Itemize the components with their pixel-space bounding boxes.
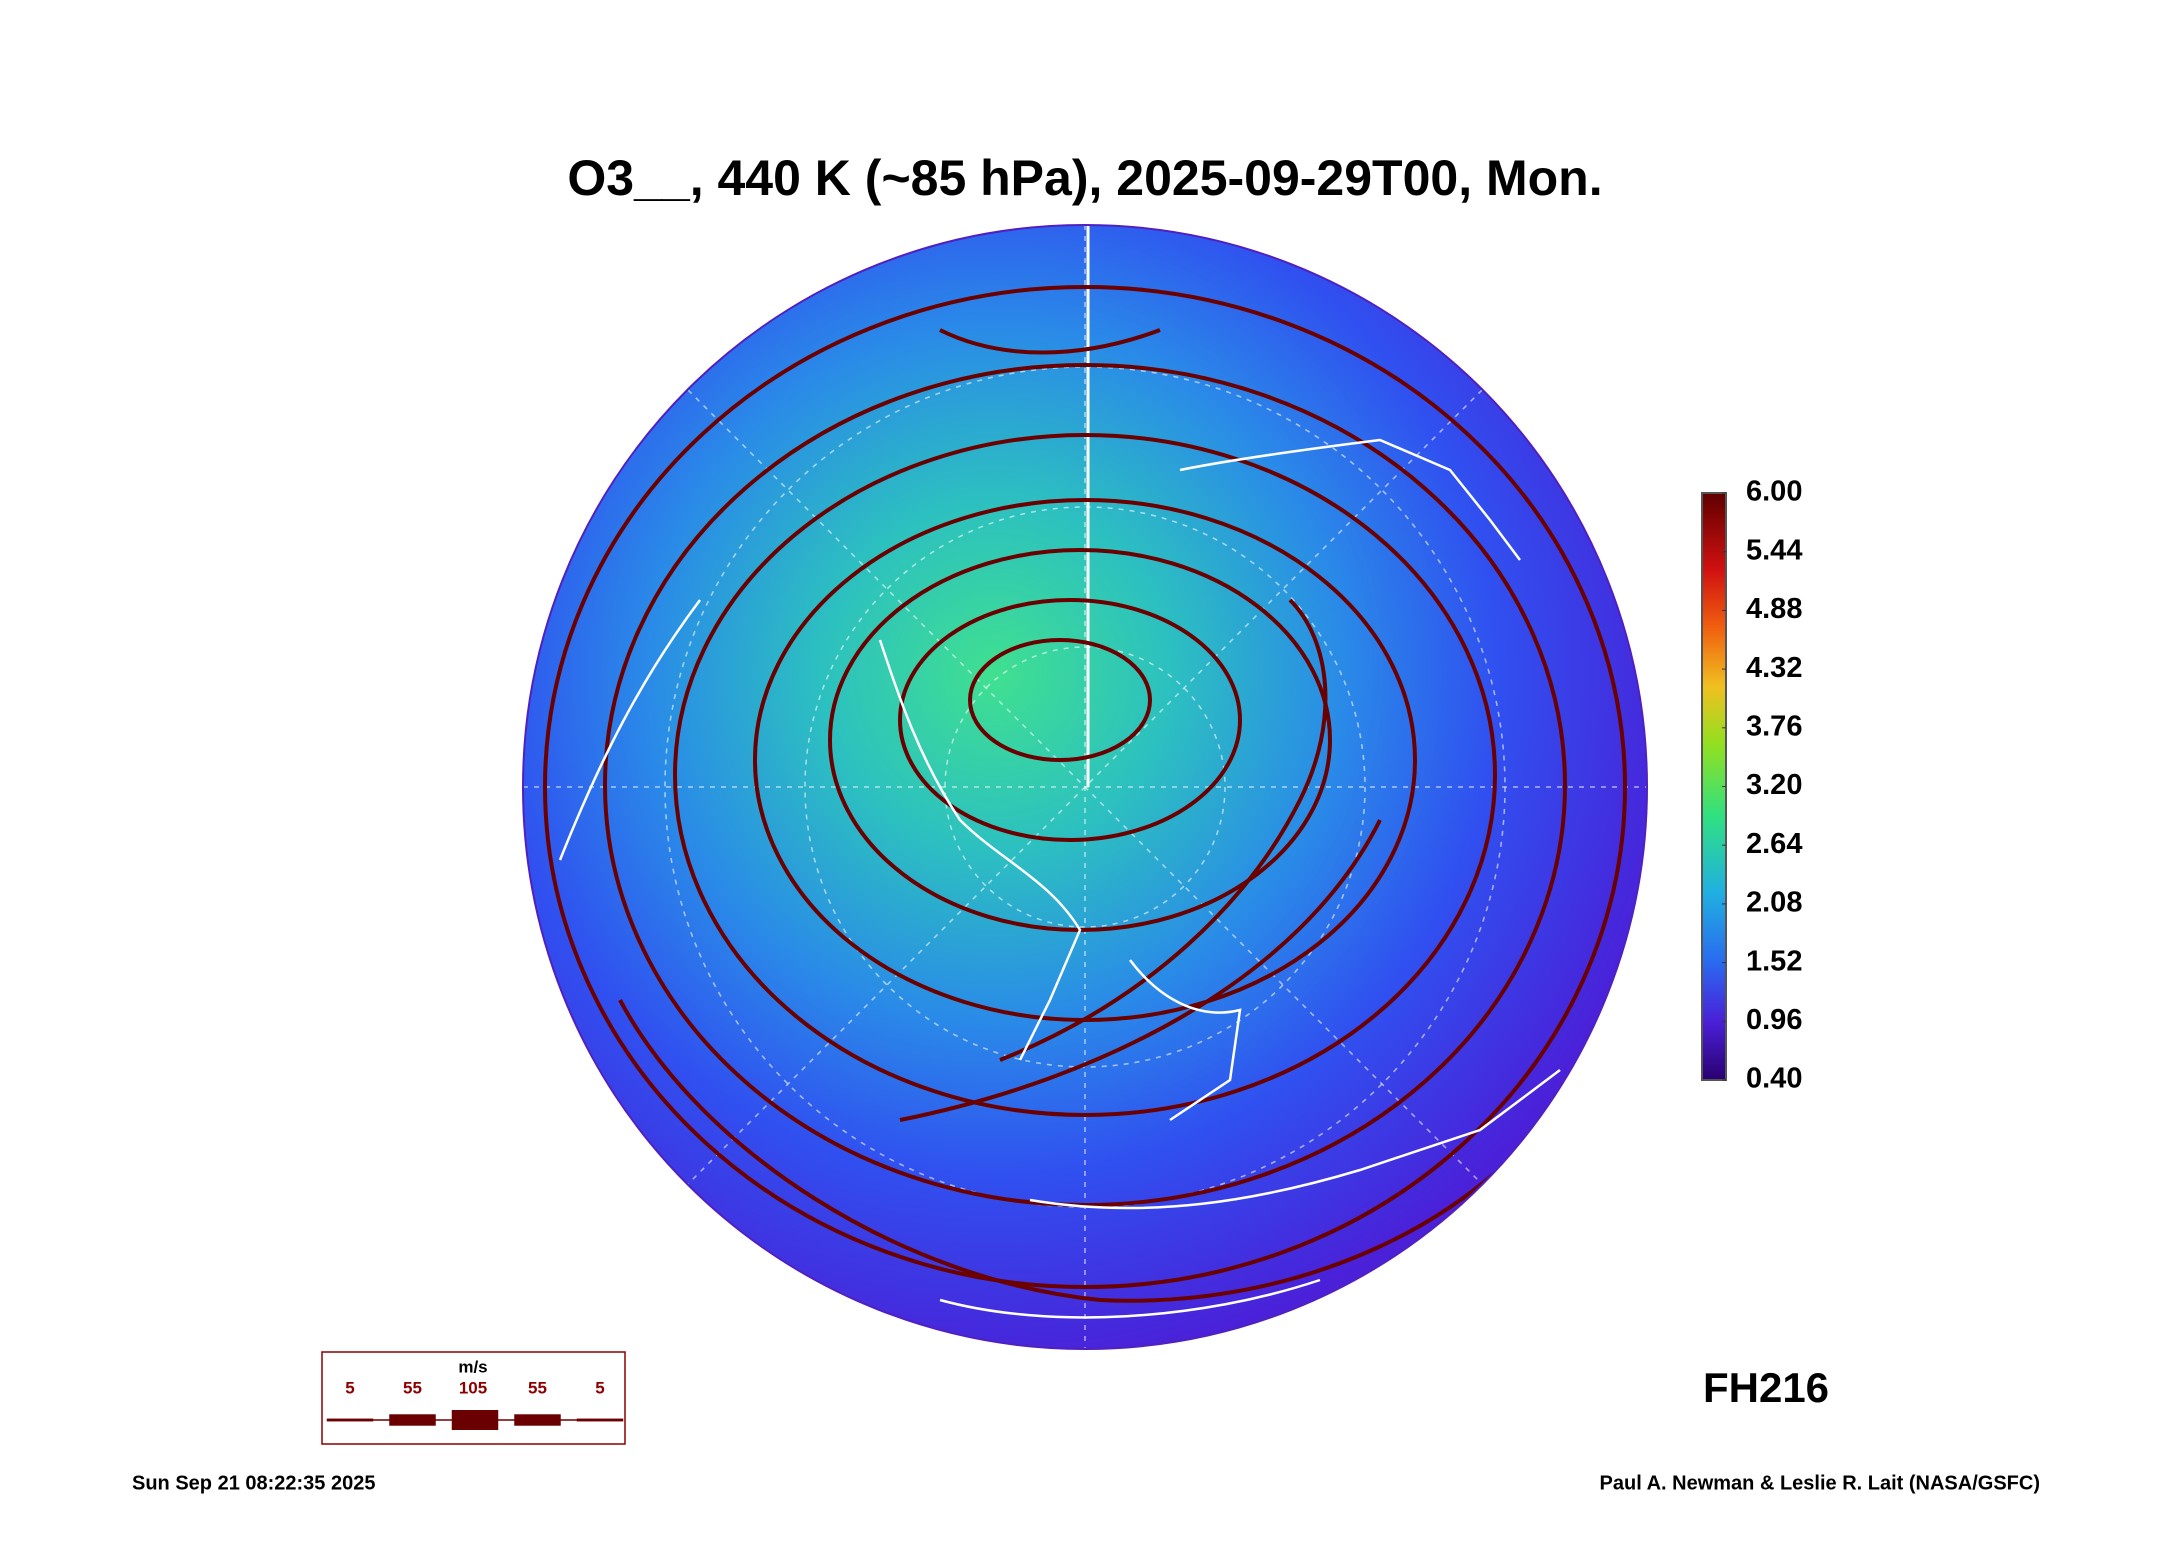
- legend-speed: 5: [595, 1378, 604, 1397]
- title: O3__, 440 K (~85 hPa), 2025-09-29T00, Mo…: [567, 150, 1602, 206]
- legend-band: [514, 1414, 561, 1426]
- streamlines: [543, 285, 1627, 1303]
- legend-speed: 105: [459, 1378, 487, 1397]
- legend-speed: 55: [528, 1378, 547, 1397]
- legend-band: [389, 1414, 436, 1426]
- map: [522, 224, 1648, 1350]
- legend-speed: 55: [403, 1378, 422, 1397]
- legend-box: [321, 1351, 626, 1445]
- graticule: [523, 225, 1647, 1349]
- colorbar-label: 5.44: [1746, 534, 1802, 566]
- colorbar-label: 2.64: [1746, 828, 1802, 860]
- colorbar-label: 6.00: [1746, 476, 1802, 508]
- coastlines: [558, 438, 1561, 1319]
- colorbar-label: 4.88: [1746, 593, 1802, 625]
- timestamp: Sun Sep 21 08:22:35 2025: [132, 1472, 375, 1494]
- legend-speed: 5: [345, 1378, 354, 1397]
- colorbar-label: 0.40: [1746, 1063, 1802, 1095]
- colorbar: 0.40 0.96 1.52 2.08 2.64 3.20 3.76 4.32 4.88 5.44…: [1701, 476, 1802, 1095]
- colorbar-label: 1.52: [1746, 945, 1802, 977]
- legend-unit: m/s: [458, 1357, 487, 1376]
- colorbar-label: 2.08: [1746, 887, 1802, 919]
- wind-legend: m/s 5 55 105 55 5: [321, 1351, 626, 1445]
- legend-band: [326, 1418, 374, 1422]
- credit: Paul A. Newman & Leslie R. Lait (NASA/GS…: [1600, 1472, 2040, 1494]
- map-border: [522, 224, 1648, 1350]
- colorbar-label: 4.32: [1746, 652, 1802, 684]
- colorbar-label: 0.96: [1746, 1004, 1802, 1036]
- colorbar-label: 3.20: [1746, 769, 1802, 801]
- colorbar-label: 3.76: [1746, 710, 1802, 742]
- legend-band: [451, 1410, 499, 1430]
- legend-band: [576, 1418, 624, 1422]
- forecast-hour: FH216: [1703, 1364, 1829, 1411]
